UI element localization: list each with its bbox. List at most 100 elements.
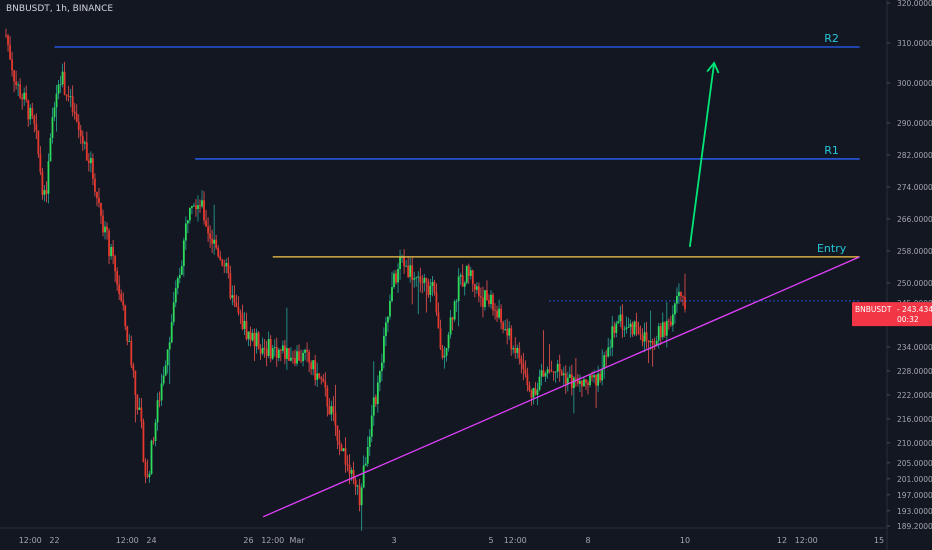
candle[interactable] bbox=[477, 286, 480, 297]
candle[interactable] bbox=[312, 360, 315, 370]
candle[interactable] bbox=[619, 314, 622, 322]
candle[interactable] bbox=[85, 142, 88, 161]
candle[interactable] bbox=[544, 373, 547, 377]
candle[interactable] bbox=[451, 317, 454, 320]
candle[interactable] bbox=[259, 348, 262, 354]
candle[interactable] bbox=[356, 485, 359, 487]
candle[interactable] bbox=[471, 270, 474, 285]
candle[interactable] bbox=[530, 390, 533, 398]
candle[interactable] bbox=[629, 323, 632, 328]
candle[interactable] bbox=[445, 348, 448, 356]
candle[interactable] bbox=[57, 84, 60, 94]
candle[interactable] bbox=[324, 381, 327, 388]
candle[interactable] bbox=[520, 358, 523, 364]
candle[interactable] bbox=[579, 380, 581, 384]
candle[interactable] bbox=[633, 321, 636, 335]
candle[interactable] bbox=[334, 412, 337, 426]
candle[interactable] bbox=[587, 382, 589, 386]
candle[interactable] bbox=[241, 313, 244, 329]
candle[interactable] bbox=[219, 256, 222, 260]
candle[interactable] bbox=[627, 327, 630, 328]
candle[interactable] bbox=[435, 292, 438, 313]
candle[interactable] bbox=[154, 422, 157, 442]
candle[interactable] bbox=[570, 374, 573, 389]
candle[interactable] bbox=[17, 84, 20, 86]
candle[interactable] bbox=[279, 349, 282, 351]
candle[interactable] bbox=[463, 282, 466, 287]
candle[interactable] bbox=[91, 158, 94, 179]
target-arrow[interactable] bbox=[688, 62, 715, 248]
candle[interactable] bbox=[385, 322, 387, 336]
candle[interactable] bbox=[378, 371, 381, 383]
candle[interactable] bbox=[104, 226, 106, 233]
candle[interactable] bbox=[389, 300, 391, 317]
candle[interactable] bbox=[158, 400, 161, 402]
candle[interactable] bbox=[391, 287, 393, 301]
candle[interactable] bbox=[552, 371, 555, 373]
candle[interactable] bbox=[122, 300, 125, 306]
candle[interactable] bbox=[35, 123, 38, 131]
candle[interactable] bbox=[585, 379, 587, 383]
candle[interactable] bbox=[605, 355, 608, 357]
candle[interactable] bbox=[645, 332, 648, 341]
candle[interactable] bbox=[9, 44, 11, 60]
candle[interactable] bbox=[156, 400, 159, 423]
candle[interactable] bbox=[603, 355, 606, 369]
candle[interactable] bbox=[492, 294, 494, 311]
candle[interactable] bbox=[180, 266, 183, 275]
candle[interactable] bbox=[263, 347, 266, 350]
candle[interactable] bbox=[661, 322, 664, 338]
candle[interactable] bbox=[413, 278, 416, 280]
candle[interactable] bbox=[328, 406, 331, 415]
candle[interactable] bbox=[374, 397, 377, 404]
candle[interactable] bbox=[11, 59, 13, 71]
candle[interactable] bbox=[447, 334, 450, 349]
candle[interactable] bbox=[382, 335, 385, 363]
candle[interactable] bbox=[51, 117, 54, 139]
candle[interactable] bbox=[514, 348, 517, 353]
candle[interactable] bbox=[673, 303, 676, 315]
candle[interactable] bbox=[548, 369, 551, 372]
candle[interactable] bbox=[215, 239, 218, 248]
candle[interactable] bbox=[439, 328, 442, 349]
candle[interactable] bbox=[25, 92, 28, 101]
candle[interactable] bbox=[653, 344, 656, 346]
candle[interactable] bbox=[479, 296, 482, 298]
candle[interactable] bbox=[546, 369, 549, 374]
candle[interactable] bbox=[467, 265, 470, 277]
candle[interactable] bbox=[132, 365, 135, 371]
candle[interactable] bbox=[484, 290, 486, 308]
candle[interactable] bbox=[465, 265, 468, 283]
candle[interactable] bbox=[235, 302, 238, 308]
candle[interactable] bbox=[79, 129, 82, 136]
candle[interactable] bbox=[245, 320, 248, 340]
candle[interactable] bbox=[106, 226, 108, 231]
candle[interactable] bbox=[308, 351, 311, 363]
candle[interactable] bbox=[415, 277, 418, 279]
candle[interactable] bbox=[15, 81, 18, 85]
candle[interactable] bbox=[506, 328, 509, 336]
candle[interactable] bbox=[304, 349, 306, 353]
support-trendline[interactable] bbox=[262, 256, 860, 518]
candle[interactable] bbox=[427, 281, 430, 295]
candle[interactable] bbox=[510, 328, 513, 350]
candle[interactable] bbox=[33, 116, 36, 124]
candle[interactable] bbox=[591, 375, 593, 378]
candle[interactable] bbox=[316, 373, 319, 380]
candle[interactable] bbox=[320, 377, 323, 380]
candle[interactable] bbox=[292, 357, 294, 359]
candle[interactable] bbox=[98, 197, 100, 203]
candle[interactable] bbox=[281, 345, 284, 351]
candle[interactable] bbox=[269, 339, 272, 359]
candle[interactable] bbox=[191, 205, 193, 208]
candle[interactable] bbox=[641, 335, 644, 342]
candle[interactable] bbox=[601, 368, 604, 381]
candle[interactable] bbox=[665, 320, 668, 336]
candle[interactable] bbox=[457, 276, 460, 301]
candle[interactable] bbox=[678, 291, 680, 297]
candle[interactable] bbox=[617, 321, 620, 324]
candle[interactable] bbox=[534, 388, 537, 395]
candle[interactable] bbox=[425, 277, 428, 282]
candle[interactable] bbox=[370, 415, 373, 437]
candle[interactable] bbox=[285, 348, 288, 359]
